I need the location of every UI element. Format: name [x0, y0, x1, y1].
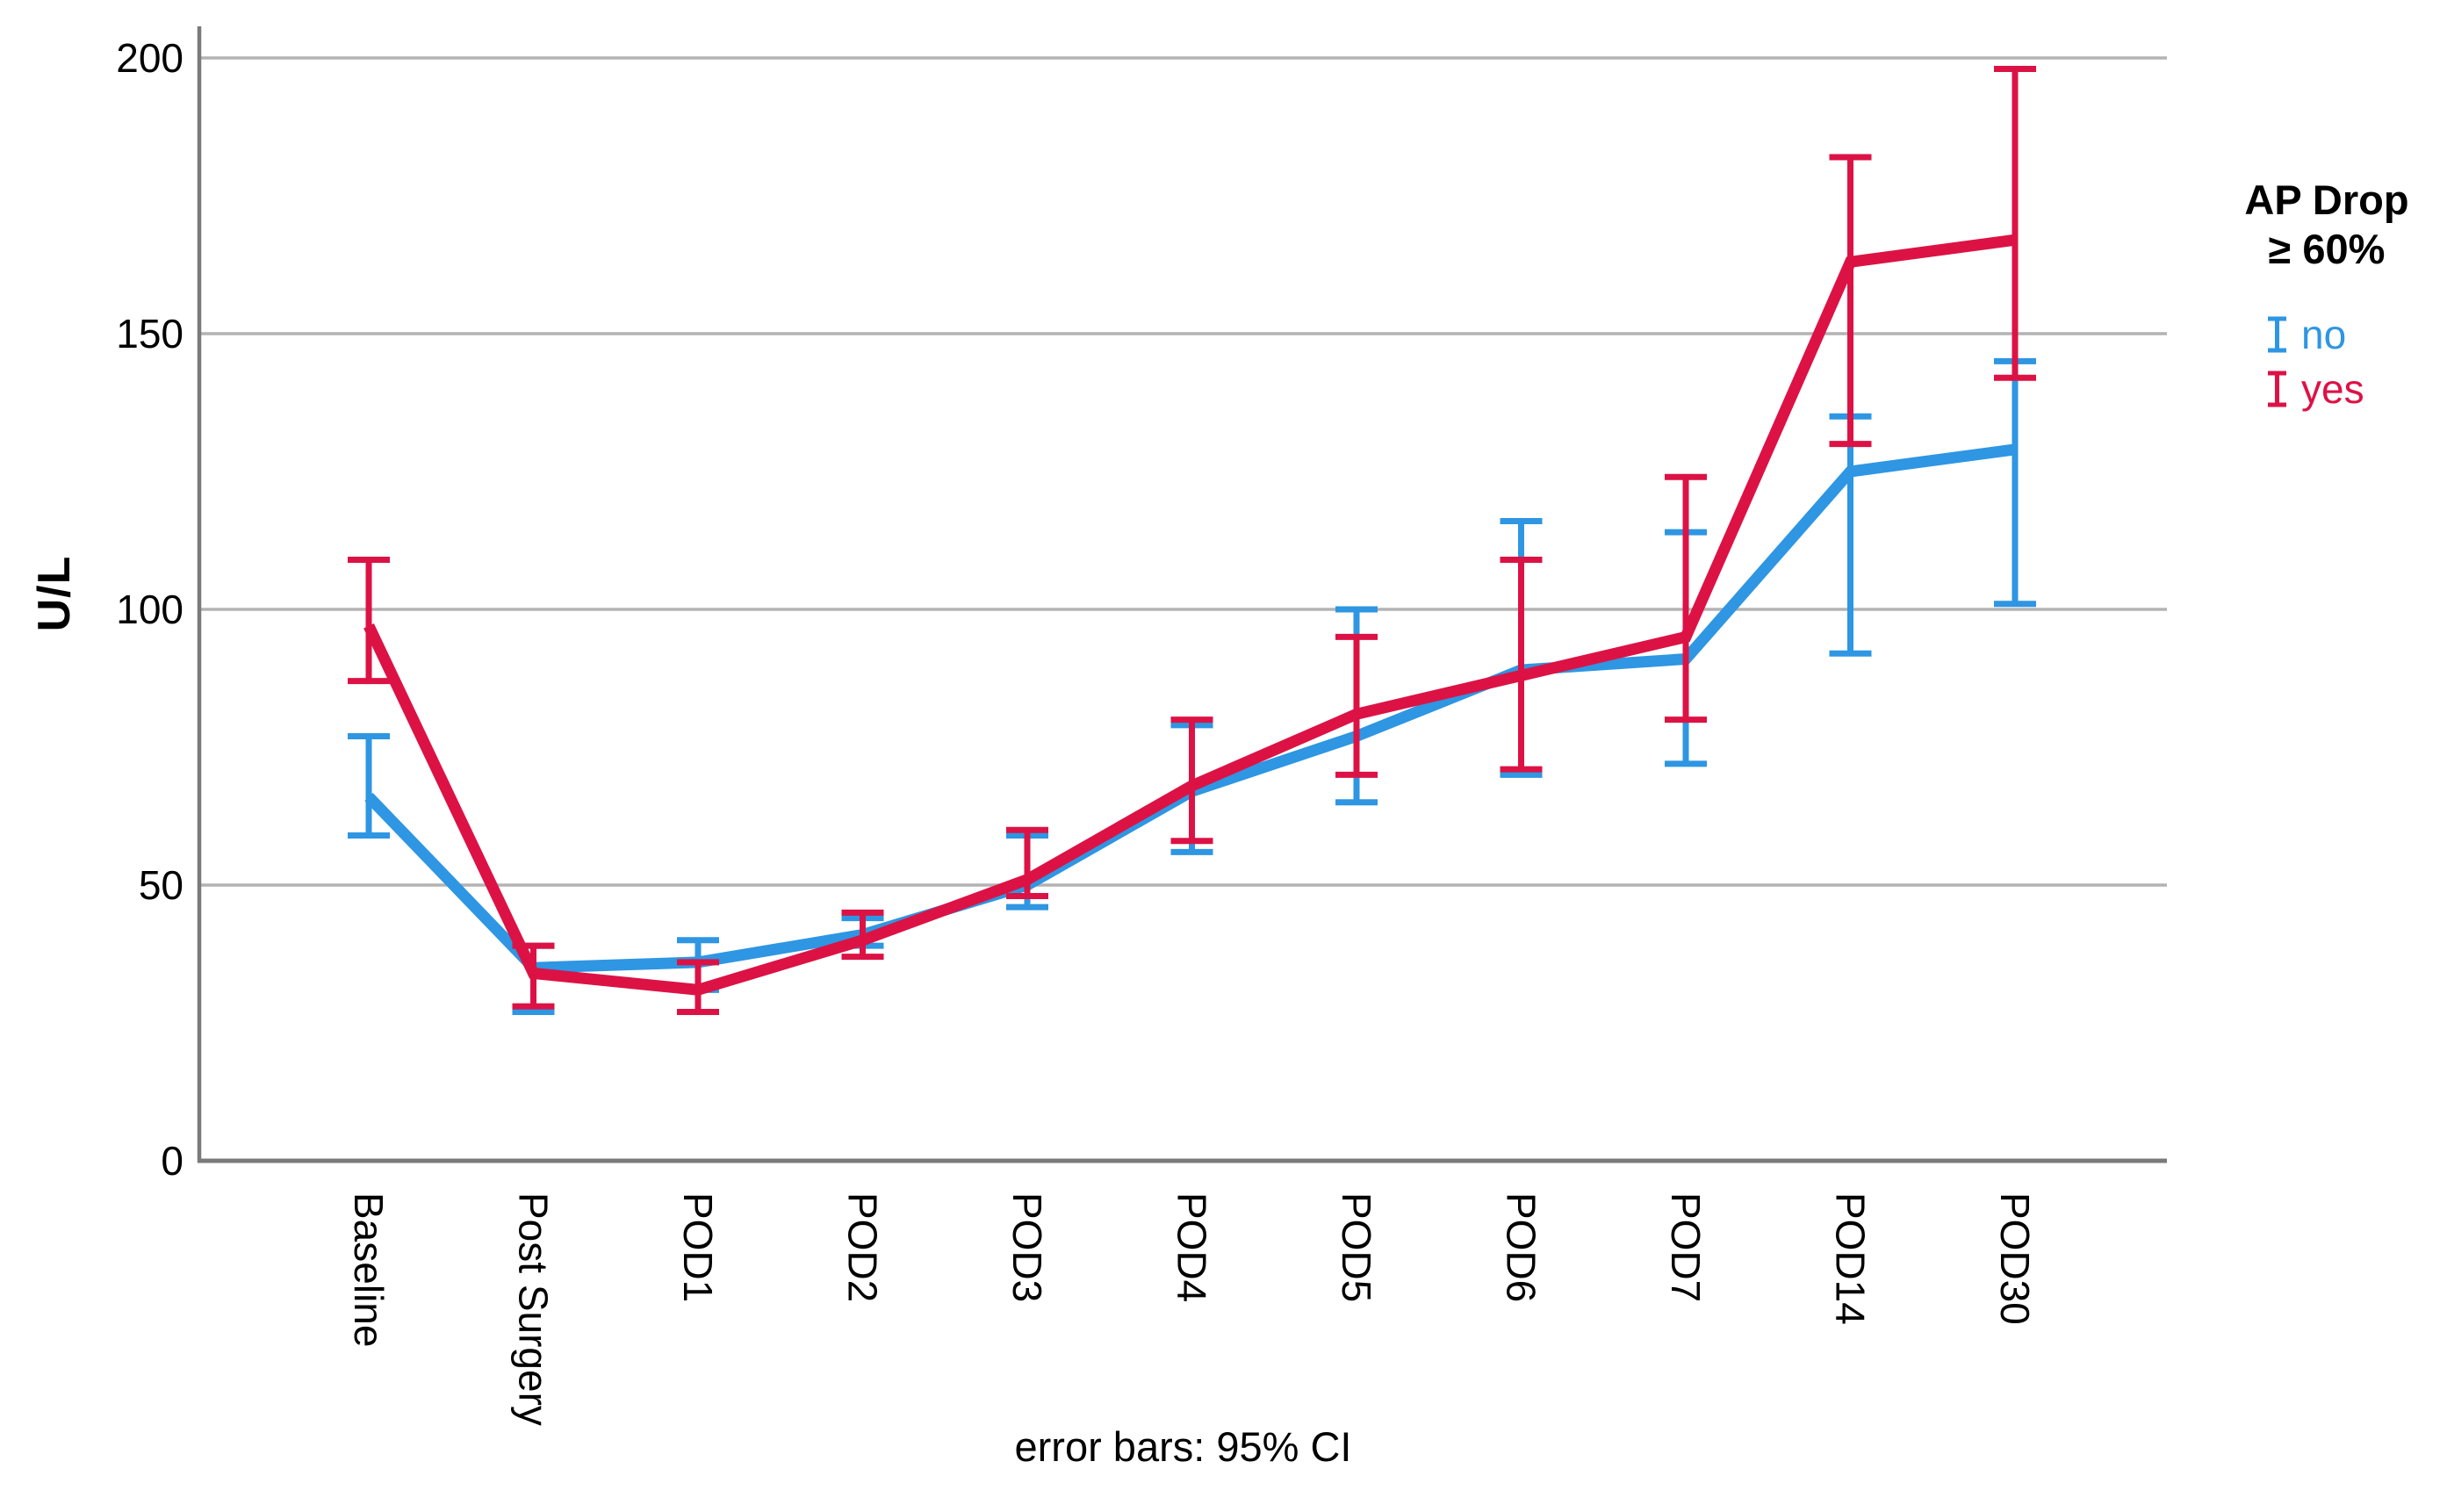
x-tick-label: POD7 — [1663, 1192, 1709, 1302]
legend-items: no yes — [2213, 307, 2441, 416]
y-tick-label: 100 — [116, 587, 184, 632]
x-tick-label: POD3 — [1004, 1192, 1050, 1302]
x-tick-label: Post Surgery — [511, 1192, 557, 1426]
y-tick-label: 0 — [161, 1138, 184, 1184]
error-bars-no — [348, 357, 2036, 1015]
x-tick-label: Baseline — [346, 1192, 392, 1347]
y-tick-label: 50 — [139, 862, 184, 908]
series-line-no — [364, 443, 2016, 974]
x-tick-label: POD6 — [1499, 1192, 1544, 1302]
error-bar-icon-red — [2268, 371, 2286, 407]
y-tick-label: 150 — [116, 311, 184, 356]
series-line-yes — [363, 234, 2016, 996]
x-tick-label: POD4 — [1170, 1192, 1215, 1302]
x-tick-label: POD1 — [675, 1192, 721, 1302]
legend-title-line2: ≥ 60% — [2268, 226, 2386, 272]
legend-item-no: no — [2265, 307, 2441, 362]
error-bar-caption: error bars: 95% CI — [1014, 1423, 1352, 1470]
error-bars-yes — [348, 66, 2036, 1015]
y-axis-title: U/L — [29, 555, 80, 632]
legend-title: AP Drop ≥ 60% — [2213, 176, 2441, 274]
x-tick-label: POD14 — [1828, 1192, 1874, 1325]
legend-item-yes: yes — [2265, 362, 2441, 416]
legend-label-yes: yes — [2301, 366, 2364, 412]
legend-title-line1: AP Drop — [2244, 176, 2409, 223]
error-bar-icon-blue — [2268, 316, 2286, 353]
x-tick-label: POD2 — [840, 1192, 886, 1302]
x-tick-label: POD5 — [1334, 1192, 1379, 1302]
legend: AP Drop ≥ 60% no yes — [2213, 176, 2441, 416]
legend-label-no: no — [2301, 312, 2347, 357]
y-tick-label: 200 — [116, 35, 184, 81]
x-tick-label: POD30 — [1992, 1192, 2038, 1325]
